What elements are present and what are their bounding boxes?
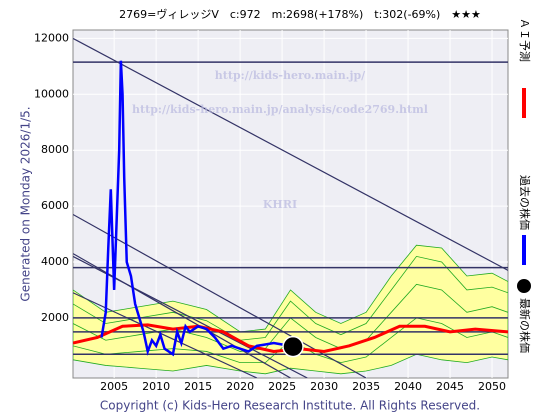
x-tick-label: 2035 (352, 380, 380, 393)
trend-line (73, 37, 508, 271)
x-tick-label: 2015 (184, 380, 212, 393)
trend-line (73, 253, 291, 378)
y-tick-label: 10000 (34, 87, 69, 100)
watermark: http://kids-hero.main.jp/analysis/code27… (132, 103, 428, 116)
generated-note: Generated on Monday 2026/1/5. (19, 106, 33, 301)
latest-price (282, 335, 304, 358)
x-tick-label: 2005 (100, 380, 128, 393)
y-tick-label: 4000 (41, 255, 69, 268)
watermark: KHRI (263, 198, 297, 211)
copyright: Copyright (c) Kids-Hero Research Institu… (100, 399, 480, 413)
y-tick-label: 12000 (34, 31, 69, 44)
x-tick-label: 2020 (226, 380, 254, 393)
band-line (73, 283, 508, 352)
legend-label: 最新の株価 (518, 298, 532, 353)
trend-line (73, 292, 258, 378)
chart-title: 2769=ヴィレッジV c:972 m:2698(+178%) t:302(-6… (119, 7, 481, 21)
y-tick-label: 2000 (41, 311, 69, 324)
legend-swatch (517, 279, 531, 293)
band-line (73, 255, 508, 341)
x-tick-label: 2010 (142, 380, 170, 393)
x-tick-label: 2045 (436, 380, 464, 393)
legend-label: ＡＩ予測 (518, 18, 532, 62)
x-tick-label: 2040 (394, 380, 422, 393)
x-tick-label: 2030 (310, 380, 338, 393)
watermark: http://kids-hero.main.jp/ (215, 69, 366, 82)
y-tick-label: 8000 (41, 143, 69, 156)
series-line (100, 60, 287, 357)
x-tick-label: 2025 (268, 380, 296, 393)
x-tick-label: 2050 (478, 380, 506, 393)
trend-line (73, 255, 308, 378)
legend-label: 過去の株価 (518, 175, 532, 230)
y-tick-label: 6000 (41, 199, 69, 212)
plot (73, 30, 508, 378)
